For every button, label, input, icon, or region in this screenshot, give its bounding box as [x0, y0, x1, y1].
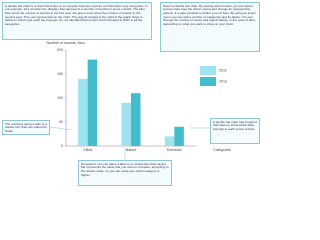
- bar: [131, 93, 141, 146]
- y-tick-label: 0: [61, 144, 63, 148]
- connector: [49, 126, 73, 131]
- page: Number of tourists, thou. Categories 0 50…: [2, 2, 260, 186]
- x-tick-label: Nature: [126, 148, 137, 152]
- legend-swatch: [200, 66, 216, 75]
- intro-note: A double bar chart is a chart that helps…: [2, 2, 152, 40]
- y-axis-title: Number of tourists, thou.: [46, 41, 85, 45]
- x-tick-label: Cities: [83, 148, 92, 152]
- y-tick-label: 100: [57, 96, 63, 100]
- x-tick-label: Domestic: [167, 148, 182, 152]
- howto-note: Select a double bar chart. By placing ac…: [160, 2, 260, 52]
- bottom-note: Sometimes you can place a label on a dou…: [78, 160, 172, 186]
- legend-label: 2011: [219, 68, 227, 72]
- bar: [87, 59, 98, 146]
- legend-label: 2012: [219, 79, 227, 83]
- bar: [121, 102, 131, 146]
- y-tick-label: 150: [57, 72, 63, 76]
- bar: [174, 126, 184, 146]
- bar: [164, 136, 175, 146]
- chart: Number of tourists, thou. Categories 0 50…: [46, 41, 231, 160]
- bar: [78, 78, 88, 146]
- legend-note: A double bar chart has a legend that hel…: [210, 118, 260, 144]
- y-tick-label: 50: [59, 120, 63, 124]
- y-tick-label: 200: [57, 48, 63, 52]
- x-axis-title: Categories: [213, 148, 231, 152]
- legend-swatch: [200, 77, 216, 86]
- scale-note: The numbers along a side of a double bar…: [2, 120, 50, 135]
